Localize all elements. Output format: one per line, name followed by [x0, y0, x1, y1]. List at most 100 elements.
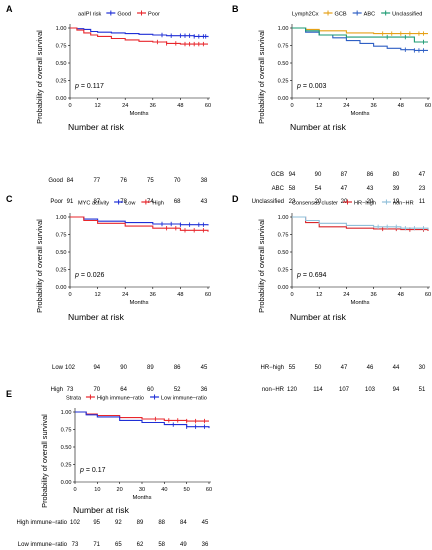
p-symbol: p	[79, 467, 84, 474]
legend-title: Strata	[66, 396, 82, 402]
legend-label: GCB	[335, 12, 347, 18]
risk-value: 38	[201, 178, 208, 184]
panel-letter: A	[6, 4, 13, 14]
risk-value: 90	[120, 365, 127, 371]
risk-value: 71	[93, 542, 100, 548]
survival-curve-1	[292, 216, 429, 231]
x-tick-label: 36	[370, 292, 376, 298]
risk-value: 70	[174, 178, 181, 184]
legend: Consensus cluster HR−high non−HR	[292, 199, 414, 207]
risk-value: 94	[289, 172, 296, 178]
y-axis-label: Probability of overall survival	[35, 219, 44, 313]
risk-value: 102	[70, 520, 81, 526]
y-tick-label: 0.00	[278, 96, 289, 102]
risk-value: 47	[341, 365, 348, 371]
y-axis-label: Probability of overall survival	[40, 414, 49, 508]
legend-title: Lymph2Cx	[292, 12, 319, 18]
x-tick-label: 12	[94, 103, 100, 109]
p-value: p = 0.003	[296, 83, 327, 90]
legend-title: Consensus cluster	[292, 201, 338, 207]
p-number: = 0.117	[79, 83, 104, 90]
risk-value: 90	[315, 172, 322, 178]
x-tick-label: 48	[398, 292, 404, 298]
x-axis-label: Months	[350, 300, 369, 306]
x-axis-label: Months	[129, 300, 148, 306]
legend: Lymph2Cx GCB ABC Unclassified	[292, 10, 422, 18]
risk-value: 114	[313, 387, 323, 393]
risk-value: 19	[393, 199, 400, 205]
x-tick-label: 48	[398, 103, 404, 109]
risk-row-label: GCB	[271, 172, 284, 178]
p-value: p = 0.117	[74, 83, 104, 90]
risk-value: 73	[67, 387, 74, 393]
risk-row-label: High immune−ratio	[16, 520, 67, 526]
risk-value: 92	[115, 520, 122, 526]
legend-label: High immune−ratio	[97, 396, 144, 402]
panel-letter: D	[232, 194, 239, 204]
panel-d: D Consensus cluster HR−high non−HR 0.00 0.25 0…	[232, 194, 431, 393]
risk-value: 102	[65, 365, 76, 371]
y-tick-label: 0.25	[278, 79, 289, 85]
survival-curve-1	[70, 27, 209, 38]
x-tick-label: 24	[122, 292, 128, 298]
risk-value: 36	[201, 387, 208, 393]
risk-value: 107	[339, 387, 350, 393]
risk-value: 45	[201, 365, 208, 371]
risk-value: 23	[289, 199, 296, 205]
y-tick-label: 0.50	[56, 250, 67, 256]
p-symbol: p	[74, 272, 79, 279]
risk-table-title: Number at risk	[68, 312, 125, 322]
risk-row-label: Low immune−ratio	[18, 542, 68, 548]
p-symbol: p	[74, 83, 79, 90]
x-tick-label: 12	[94, 292, 100, 298]
risk-value: 87	[93, 199, 100, 205]
x-tick-label: 40	[161, 487, 167, 493]
survival-curve-1	[75, 411, 209, 422]
y-tick-label: 0.75	[278, 233, 289, 239]
p-value: p = 0.026	[74, 272, 105, 279]
p-symbol: p	[296, 83, 301, 90]
p-number: = 0.694	[301, 272, 327, 279]
risk-value: 20	[315, 199, 322, 205]
risk-value: 80	[393, 172, 400, 178]
survival-curve-3	[292, 27, 428, 43]
risk-value: 43	[367, 186, 374, 192]
risk-row-label: High	[51, 387, 63, 393]
risk-value: 74	[147, 199, 154, 205]
risk-row-label: Low	[52, 365, 64, 371]
risk-value: 94	[93, 365, 100, 371]
y-tick-label: 0.25	[278, 268, 289, 274]
x-tick-label: 60	[425, 103, 431, 109]
risk-value: 86	[174, 365, 181, 371]
legend-label: ABC	[364, 12, 376, 18]
legend-label: HR−high	[354, 201, 376, 207]
p-number: = 0.026	[79, 272, 105, 279]
risk-value: 49	[180, 542, 187, 548]
risk-value: 103	[365, 387, 376, 393]
risk-value: 95	[93, 520, 100, 526]
risk-value: 47	[419, 172, 426, 178]
y-tick-label: 0.50	[56, 61, 67, 67]
legend-title: MYC activity	[78, 201, 109, 207]
y-tick-label: 0.25	[61, 463, 72, 469]
risk-value: 70	[93, 387, 100, 393]
panel-letter: C	[6, 194, 13, 204]
survival-curve-2	[70, 216, 209, 232]
y-tick-label: 0.00	[278, 285, 289, 291]
p-value: p = 0.17	[79, 467, 106, 474]
x-tick-label: 60	[425, 292, 431, 298]
risk-value: 89	[137, 520, 144, 526]
risk-table-title: Number at risk	[68, 122, 125, 132]
y-tick-label: 1.00	[61, 410, 72, 416]
legend: Strata High immune−ratio Low immune−ratio	[66, 394, 207, 402]
risk-value: 87	[341, 172, 348, 178]
risk-value: 52	[174, 387, 181, 393]
legend: aaIPI risk Good Poor	[78, 10, 160, 18]
risk-value: 23	[419, 186, 426, 192]
x-tick-label: 10	[94, 487, 100, 493]
panel-c: C MYC activity Low High 0.00 0.25 0.50 0.75 1.00…	[6, 194, 211, 393]
risk-row-label: HR−high	[260, 365, 284, 371]
y-tick-label: 0.75	[56, 44, 67, 50]
